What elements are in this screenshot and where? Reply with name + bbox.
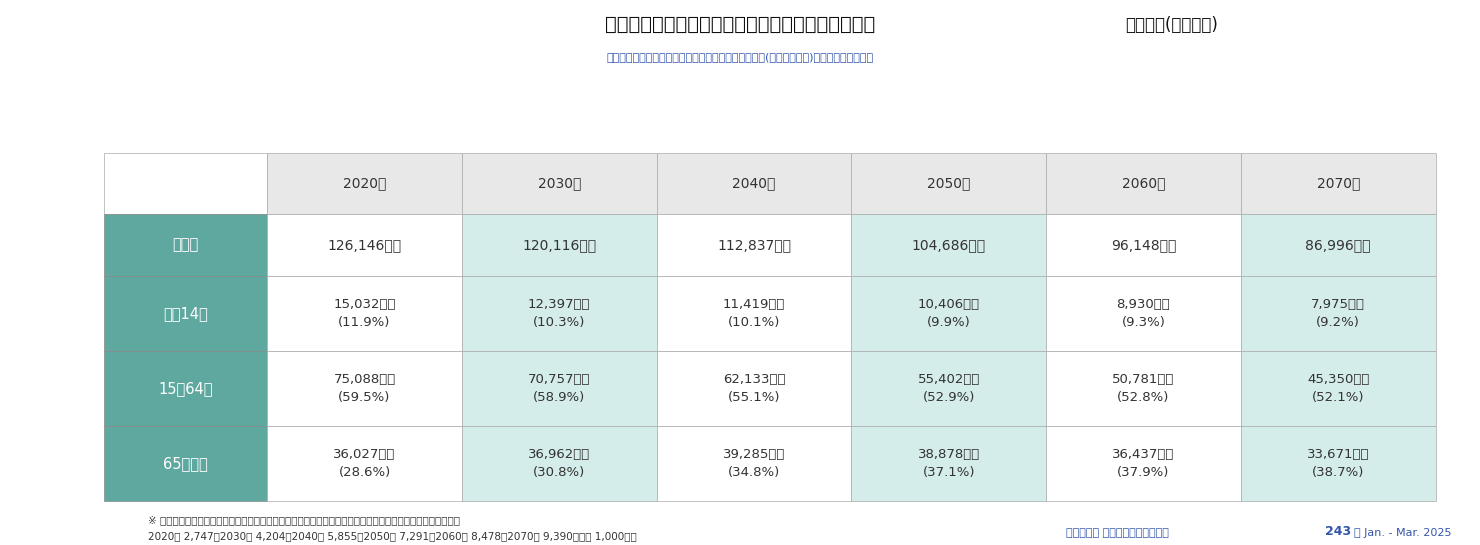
Bar [268,276,462,351]
Text: 86,996千人: 86,996千人 [1305,238,1370,252]
Text: 75,088千人
(59.5%): 75,088千人 (59.5%) [333,373,395,404]
Text: 62,133千人
(55.1%): 62,133千人 (55.1%) [722,373,786,404]
Bar [851,214,1046,276]
Bar [462,276,657,351]
Text: 104,686千人: 104,686千人 [912,238,986,252]
Text: 7,975千人
(9.2%): 7,975千人 (9.2%) [1311,298,1365,329]
Text: 65歳以上: 65歳以上 [163,456,207,471]
Text: ０～14歳: ０～14歳 [163,306,207,321]
Bar [1240,276,1436,351]
Bar [851,276,1046,351]
Text: 243: 243 [1325,525,1351,538]
Text: 11,419千人
(10.1%): 11,419千人 (10.1%) [722,298,786,329]
Bar [104,276,268,351]
Bar [268,426,462,501]
Bar [657,153,851,214]
Bar [462,426,657,501]
Text: 55,402千人
(52.9%): 55,402千人 (52.9%) [918,373,980,404]
Bar [1046,214,1240,276]
Text: 36,437千人
(37.9%): 36,437千人 (37.9%) [1113,449,1175,479]
Bar [1046,426,1240,501]
Text: 出生中位(死亡中位): 出生中位(死亡中位) [1125,15,1218,34]
Text: 38,878千人
(37.1%): 38,878千人 (37.1%) [918,449,980,479]
Bar [1046,276,1240,351]
Text: 70,757千人
(58.9%): 70,757千人 (58.9%) [528,373,591,404]
Bar [268,214,462,276]
Bar [462,351,657,426]
Text: 33,671千人
(38.7%): 33,671千人 (38.7%) [1307,449,1369,479]
Text: 8,930千人
(9.3%): 8,930千人 (9.3%) [1116,298,1171,329]
Text: 10,406千人
(9.9%): 10,406千人 (9.9%) [918,298,980,329]
Text: 2050年: 2050年 [926,177,971,190]
Text: 126,146千人: 126,146千人 [327,238,401,252]
Bar [462,153,657,214]
Bar [1046,153,1240,214]
Bar [268,351,462,426]
Bar [657,351,851,426]
Text: 2030年: 2030年 [537,177,582,190]
Bar [851,153,1046,214]
Text: リクルート カレッジマネジメント: リクルート カレッジマネジメント [1066,529,1169,538]
Text: 15,032千人
(11.9%): 15,032千人 (11.9%) [333,298,395,329]
Text: 表１　日本の総人口及び年齢３区分別総人口の推移: 表１ 日本の総人口及び年齢３区分別総人口の推移 [605,15,875,34]
Text: 2060年: 2060年 [1122,177,1165,190]
Bar [851,351,1046,426]
Bar [1240,351,1436,426]
Text: 120,116千人: 120,116千人 [522,238,596,252]
Bar [657,214,851,276]
Bar [104,351,268,426]
Text: 2040年: 2040年 [733,177,776,190]
Bar [1240,426,1436,501]
Text: 36,962千人
(30.8%): 36,962千人 (30.8%) [528,449,591,479]
Bar [104,214,268,276]
Text: 39,285千人
(34.8%): 39,285千人 (34.8%) [722,449,786,479]
Text: ｜ Jan. - Mar. 2025: ｜ Jan. - Mar. 2025 [1354,529,1452,538]
Text: 15～64歳: 15～64歳 [158,381,213,396]
Text: 50,781千人
(52.8%): 50,781千人 (52.8%) [1113,373,1175,404]
Bar [1046,351,1240,426]
Bar [851,426,1046,501]
Text: 総人口: 総人口 [172,238,198,252]
Bar [1240,153,1436,214]
Bar [657,426,851,501]
Bar [1240,214,1436,276]
Bar [268,153,462,214]
Text: 112,837千人: 112,837千人 [716,238,790,252]
Text: 12,397千人
(10.3%): 12,397千人 (10.3%) [528,298,591,329]
Text: 2020年: 2020年 [343,177,386,190]
Text: 2020年 2,747、2030年 4,204、2040年 5,855、2050年 7,291、2060年 8,478、2070年 9,390（単位 1,000: 2020年 2,747、2030年 4,204、2040年 5,855、2050… [148,531,636,541]
Text: 96,148千人: 96,148千人 [1111,238,1177,252]
Text: 国立社会保障・人口問題研究所「日本の将来推計人口(令和５年推計)」を基に筆者が整理: 国立社会保障・人口問題研究所「日本の将来推計人口(令和５年推計)」を基に筆者が整… [607,52,873,62]
Text: 45,350千人
(52.1%): 45,350千人 (52.1%) [1307,373,1369,404]
Bar [104,426,268,501]
Bar [657,276,851,351]
Bar [462,214,657,276]
Text: 2070年: 2070年 [1317,177,1360,190]
Text: 36,027千人
(28.6%): 36,027千人 (28.6%) [333,449,395,479]
Text: ※ 上表の人口は日本における外国人を含んだ数字であり、日本人参考推計値を差し引くと以下の通りとなる。: ※ 上表の人口は日本における外国人を含んだ数字であり、日本人参考推計値を差し引く… [148,515,460,525]
Bar [104,153,268,214]
